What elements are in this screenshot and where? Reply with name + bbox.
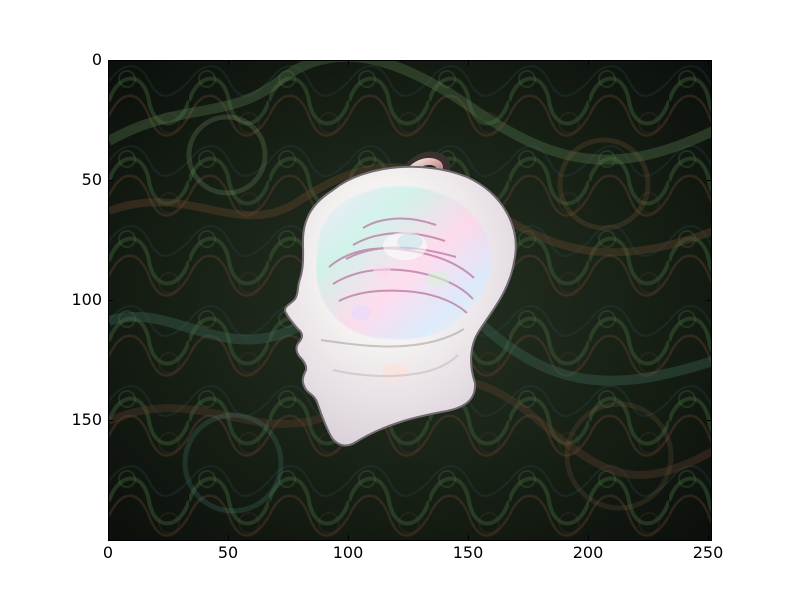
x-tick-label-50: 50 — [217, 543, 239, 562]
x-top-tick-100 — [348, 60, 349, 65]
y-tick-label-50: 50 — [81, 170, 102, 189]
y-tick-label-0: 0 — [91, 50, 102, 69]
x-bottom-tick-50 — [228, 535, 229, 540]
x-tick-label-100: 100 — [332, 543, 364, 562]
x-bottom-tick-0 — [108, 535, 109, 540]
y-left-tick-100 — [108, 300, 113, 301]
x-bottom-tick-250 — [708, 535, 709, 540]
y-left-tick-0 — [108, 60, 113, 61]
y-right-tick-50 — [707, 180, 712, 181]
x-bottom-tick-200 — [588, 535, 589, 540]
y-tick-label-100: 100 — [71, 290, 102, 309]
x-tick-label-0: 0 — [102, 543, 114, 562]
x-top-tick-250 — [708, 60, 709, 65]
x-tick-label-250: 250 — [692, 543, 724, 562]
y-left-tick-150 — [108, 420, 113, 421]
x-bottom-tick-100 — [348, 535, 349, 540]
y-right-tick-150 — [707, 420, 712, 421]
y-right-tick-100 — [707, 300, 712, 301]
y-tick-label-150: 150 — [71, 410, 102, 429]
y-left-tick-50 — [108, 180, 113, 181]
x-top-tick-0 — [108, 60, 109, 65]
x-bottom-tick-150 — [468, 535, 469, 540]
x-top-tick-150 — [468, 60, 469, 65]
x-top-tick-200 — [588, 60, 589, 65]
x-tick-label-150: 150 — [452, 543, 484, 562]
y-right-tick-0 — [707, 60, 712, 61]
x-top-tick-50 — [228, 60, 229, 65]
stylized-pendant-image — [109, 61, 711, 540]
image-plot-area — [108, 60, 712, 541]
head-pendant — [284, 165, 517, 447]
x-tick-label-200: 200 — [572, 543, 604, 562]
